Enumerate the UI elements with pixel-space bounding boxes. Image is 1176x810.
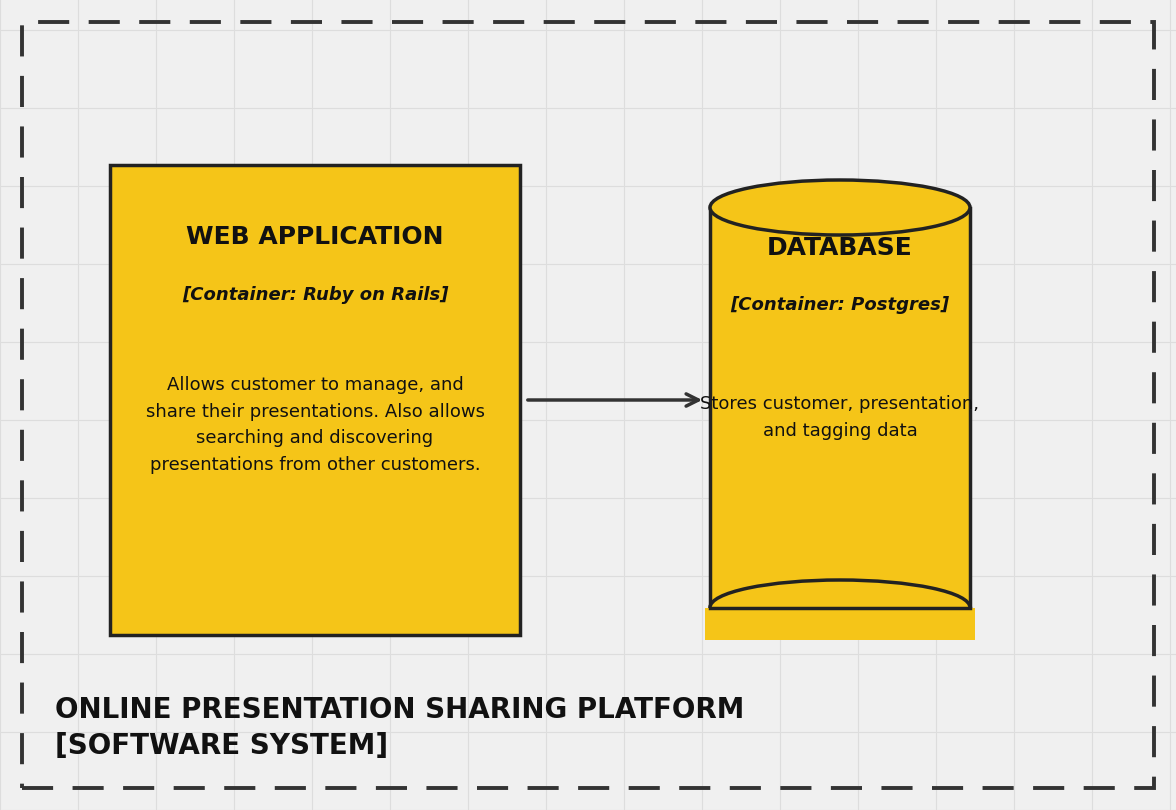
Bar — [710, 207, 970, 608]
Text: [Container: Postgres]: [Container: Postgres] — [730, 296, 949, 314]
Bar — [704, 608, 975, 640]
Text: Stores customer, presentation,
and tagging data: Stores customer, presentation, and taggi… — [701, 395, 980, 440]
Bar — [111, 165, 520, 635]
Text: DATABASE: DATABASE — [767, 236, 913, 260]
Text: ONLINE PRESENTATION SHARING PLATFORM
[SOFTWARE SYSTEM]: ONLINE PRESENTATION SHARING PLATFORM [SO… — [55, 696, 744, 761]
Text: WEB APPLICATION: WEB APPLICATION — [186, 225, 443, 249]
Ellipse shape — [710, 180, 970, 235]
Text: [Container: Ruby on Rails]: [Container: Ruby on Rails] — [182, 286, 448, 304]
Ellipse shape — [710, 580, 970, 635]
Text: Allows customer to manage, and
share their presentations. Also allows
searching : Allows customer to manage, and share the… — [146, 377, 485, 474]
